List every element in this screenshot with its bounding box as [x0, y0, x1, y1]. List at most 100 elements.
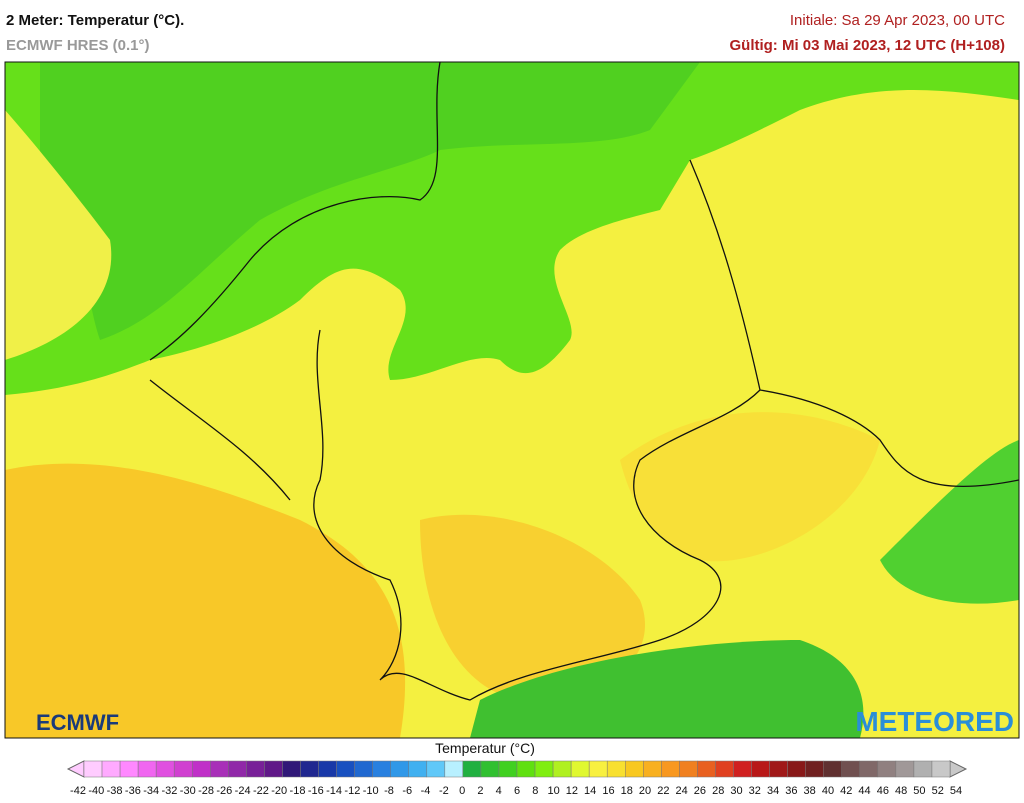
- legend-swatch: [859, 760, 879, 778]
- legend-swatch: [516, 760, 536, 778]
- carpathians: [880, 440, 1019, 604]
- legend-tick-label: 26: [694, 785, 706, 797]
- map-frame: [4, 61, 1020, 739]
- legend-tick-label: -10: [363, 785, 379, 797]
- legend-tick-label: -28: [198, 785, 214, 797]
- legend-tick-label: 14: [584, 785, 596, 797]
- legend-tick-label: 30: [730, 785, 742, 797]
- legend-swatch: [552, 760, 572, 778]
- legend-swatch: [679, 760, 698, 778]
- legend-tick-label: -2: [439, 785, 449, 797]
- legend-tick-label: -4: [421, 785, 431, 797]
- legend-swatch: [300, 760, 319, 778]
- legend-swatch: [895, 760, 915, 778]
- legend-tick-label: 24: [676, 785, 688, 797]
- legend-swatch: [318, 760, 337, 778]
- legend-tick-label: -14: [326, 785, 342, 797]
- legend-tick-label: -22: [253, 785, 269, 797]
- legend-swatch: [408, 760, 428, 778]
- legend-tick-label: 34: [767, 785, 779, 797]
- legend-tick-label: -42: [70, 785, 86, 797]
- legend-tick-label: 8: [532, 785, 538, 797]
- legend-tick-label: 44: [858, 785, 870, 797]
- logo-ecmwf: ECMWF: [36, 710, 119, 735]
- legend-tick-label: -30: [180, 785, 196, 797]
- legend-swatch: [372, 760, 391, 778]
- legend-tick-label: -8: [384, 785, 394, 797]
- legend-tick-label: -36: [125, 785, 141, 797]
- legend-swatch: [625, 760, 644, 778]
- legend-tick-label: 54: [950, 785, 962, 797]
- legend-tick-label: 40: [822, 785, 834, 797]
- legend-tick-label: 38: [804, 785, 816, 797]
- legend-swatch: [462, 760, 482, 778]
- legend-title: Temperatur (°C): [435, 740, 535, 756]
- alps: [470, 640, 864, 738]
- britain: [5, 110, 112, 360]
- legend-tick-label: -20: [271, 785, 287, 797]
- legend-swatch: [661, 760, 680, 778]
- legend-tick-label: -6: [402, 785, 412, 797]
- legend-tick-label: 46: [877, 785, 889, 797]
- legend-tick-label: 4: [496, 785, 502, 797]
- init-time: Initiale: Sa 29 Apr 2023, 00 UTC: [790, 12, 1005, 29]
- legend-swatch: [588, 760, 608, 778]
- legend-swatch: [137, 760, 157, 778]
- legend-swatch: [823, 760, 842, 778]
- model-name: ECMWF HRES (0.1°): [6, 37, 150, 54]
- map-title: 2 Meter: Temperatur (°C).: [6, 12, 184, 29]
- legend-tick-label: 22: [657, 785, 669, 797]
- legend: -42 -40 -38 -36 -34 -32 -30 -28 -26 -24 -22 -20 -18-…: [66, 760, 968, 797]
- legend-tick-label: 16: [602, 785, 614, 797]
- legend-swatch: [480, 760, 500, 778]
- legend-swatch: [769, 760, 788, 778]
- legend-tick-label: 48: [895, 785, 907, 797]
- legend-tick-label: -32: [162, 785, 178, 797]
- legend-tick-label: -18: [290, 785, 306, 797]
- legend-swatch: [841, 760, 861, 778]
- legend-tick-label: 12: [566, 785, 578, 797]
- legend-swatch: [697, 760, 716, 778]
- legend-swatch: [210, 760, 229, 778]
- legend-swatch: [192, 760, 211, 778]
- legend-swatch: [282, 760, 301, 778]
- warm-region: [5, 463, 406, 738]
- legend-tick-label: -38: [107, 785, 123, 797]
- legend-tick-label: -16: [308, 785, 324, 797]
- legend-swatch: [787, 760, 806, 778]
- legend-swatch: [155, 760, 175, 778]
- map: ECMWF METEORED: [4, 61, 1020, 739]
- bohemia: [620, 412, 880, 562]
- logo-meteored: METEORED: [855, 706, 1014, 737]
- legend-swatch: [498, 760, 518, 778]
- legend-swatch: [390, 760, 410, 778]
- legend-tick-label: -40: [88, 785, 104, 797]
- legend-tick-label: 2: [477, 785, 483, 797]
- legend-tick-label: 6: [514, 785, 520, 797]
- legend-swatch: [931, 760, 951, 778]
- legend-swatch: [119, 760, 139, 778]
- legend-tick-label: 18: [621, 785, 633, 797]
- legend-swatch: [444, 760, 464, 778]
- country-border: [149, 62, 1019, 701]
- legend-swatch: [751, 760, 770, 778]
- warm-region: [420, 514, 645, 700]
- legend-swatch: [643, 760, 662, 778]
- legend-swatch: [805, 760, 824, 778]
- legend-swatch: [83, 760, 103, 778]
- legend-arrow: [949, 760, 968, 778]
- legend-swatch: [264, 760, 283, 778]
- legend-swatch: [228, 760, 247, 778]
- legend-swatch: [877, 760, 897, 778]
- sea-region: [40, 62, 700, 340]
- legend-tick-label: -26: [216, 785, 232, 797]
- legend-tick-label: -12: [344, 785, 360, 797]
- legend-swatch: [570, 760, 590, 778]
- legend-tick-label: -24: [235, 785, 251, 797]
- legend-swatch: [426, 760, 446, 778]
- legend-tick-label: 32: [749, 785, 761, 797]
- legend-swatch: [715, 760, 734, 778]
- legend-swatch: [101, 760, 121, 778]
- legend-swatch: [913, 760, 933, 778]
